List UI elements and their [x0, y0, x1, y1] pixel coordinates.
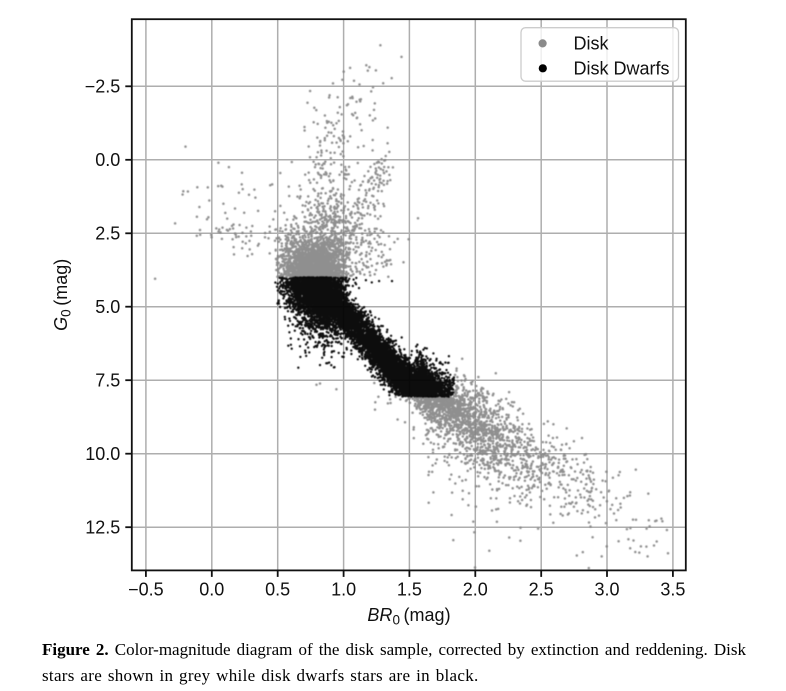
svg-text:3.5: 3.5 [660, 580, 685, 600]
svg-text:3.0: 3.0 [594, 580, 619, 600]
svg-text:−0.5: −0.5 [128, 580, 164, 600]
svg-text:1.5: 1.5 [397, 580, 422, 600]
svg-text:2.0: 2.0 [463, 580, 488, 600]
svg-text:G0 (mag): G0 (mag) [51, 259, 74, 331]
svg-text:10.0: 10.0 [85, 444, 120, 464]
svg-text:1.0: 1.0 [331, 580, 356, 600]
svg-text:0.5: 0.5 [265, 580, 290, 600]
svg-text:12.5: 12.5 [85, 517, 120, 537]
svg-text:Disk: Disk [574, 34, 610, 54]
svg-text:Disk Dwarfs: Disk Dwarfs [574, 59, 670, 79]
svg-text:BR0 (mag): BR0 (mag) [367, 605, 450, 628]
svg-text:7.5: 7.5 [95, 370, 120, 390]
svg-text:0.0: 0.0 [199, 580, 224, 600]
svg-text:2.5: 2.5 [529, 580, 554, 600]
svg-text:0.0: 0.0 [95, 150, 120, 170]
svg-text:5.0: 5.0 [95, 297, 120, 317]
svg-text:2.5: 2.5 [95, 224, 120, 244]
svg-text:−2.5: −2.5 [85, 77, 121, 97]
